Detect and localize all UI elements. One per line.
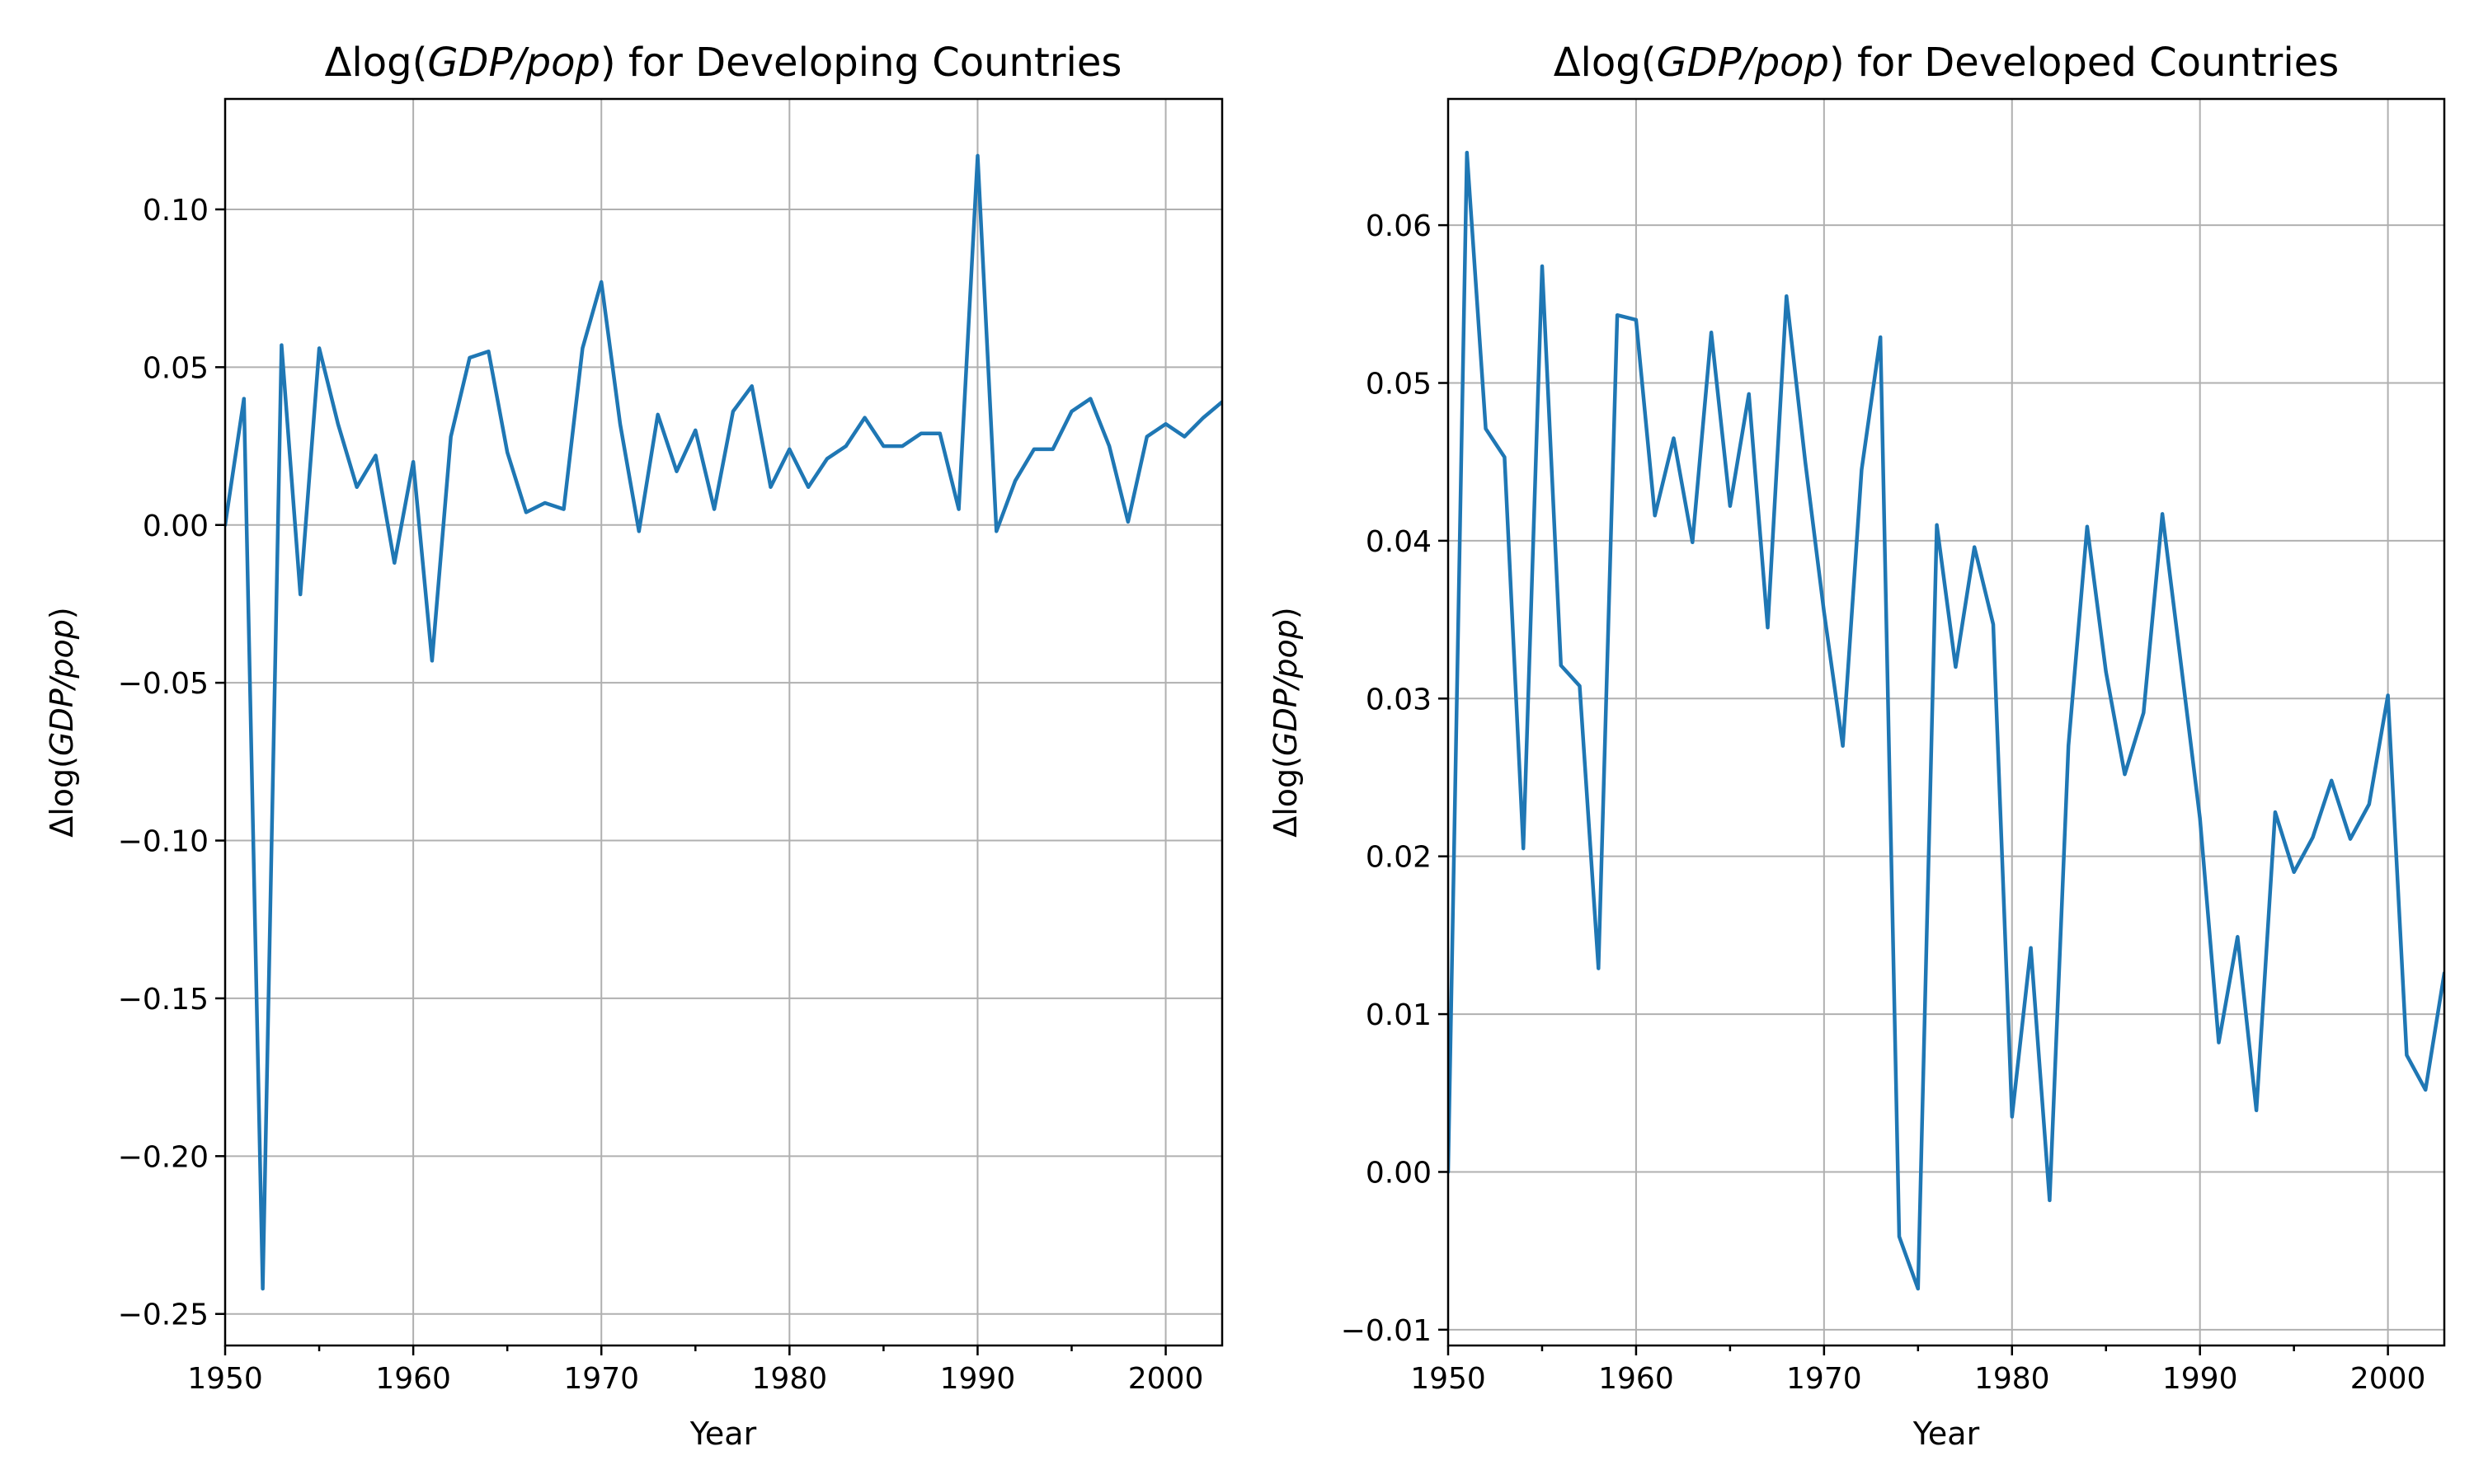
y-tick-label: 0.00 — [1366, 1156, 1432, 1190]
plot-frame — [223, 97, 1224, 1347]
x-axis-label: Year — [689, 1416, 757, 1452]
x-tick-label: 1990 — [2162, 1362, 2238, 1396]
y-tick-label: 0.02 — [1366, 841, 1432, 875]
x-tick-label: 1950 — [187, 1362, 263, 1396]
y-tick-label: 0.10 — [143, 194, 209, 228]
x-tick-label: 2000 — [2350, 1362, 2426, 1396]
y-tick-label: 0.03 — [1366, 683, 1432, 716]
y-tick-label: −0.20 — [118, 1140, 209, 1174]
x-tick-label: 1950 — [1410, 1362, 1486, 1396]
y-tick-label: 0.05 — [1366, 368, 1432, 402]
x-tick-label: 1970 — [1786, 1362, 1862, 1396]
x-tick-label: 1960 — [375, 1362, 451, 1396]
plot-frame — [1446, 97, 2446, 1347]
x-tick-label: 1980 — [752, 1362, 828, 1396]
y-tick-label: −0.25 — [118, 1298, 209, 1332]
grid-lines — [1447, 99, 2444, 1345]
axis-ticks: 1950 1960 1970 1980 1990 2000 −0.25 −0.20 −0.15 −… — [118, 194, 1204, 1396]
x-tick-label: 1970 — [563, 1362, 639, 1396]
y-tick-label: −0.10 — [118, 825, 209, 859]
y-tick-label: 0.00 — [143, 510, 209, 543]
developing-countries-chart: Δlog(GDP/pop) for Developing Countries 1… — [44, 40, 1224, 1452]
y-tick-label: 0.04 — [1366, 525, 1432, 559]
grid-lines — [224, 99, 1222, 1345]
series-line-layer — [225, 153, 1222, 1291]
series-line — [1448, 150, 2444, 1291]
x-tick-label: 1980 — [1974, 1362, 2050, 1396]
y-tick-label: 0.06 — [1366, 209, 1432, 243]
x-axis-label: Year — [1912, 1416, 1980, 1452]
y-tick-label: −0.15 — [118, 983, 209, 1017]
y-tick-label: −0.05 — [118, 667, 209, 701]
y-tick-label: −0.01 — [1341, 1314, 1432, 1348]
y-tick-label: 0.01 — [1366, 998, 1432, 1032]
y-axis-label: Δlog(GDP/pop) — [44, 607, 80, 838]
y-axis-label: Δlog(GDP/pop) — [1268, 607, 1304, 838]
x-tick-label: 2000 — [1128, 1362, 1204, 1396]
chart-title: Δlog(GDP/pop) for Developed Countries — [1554, 40, 2340, 86]
axis-ticks: 1950 1960 1970 1980 1990 2000 −0.01 0.00 0.01 0.0… — [1341, 209, 2426, 1396]
chart-title: Δlog(GDP/pop) for Developing Countries — [325, 40, 1122, 86]
x-tick-label: 1990 — [940, 1362, 1016, 1396]
y-tick-label: 0.05 — [143, 351, 209, 385]
developed-countries-chart: Δlog(GDP/pop) for Developed Countries 19… — [1268, 40, 2446, 1452]
x-tick-label: 1960 — [1598, 1362, 1674, 1396]
series-line — [225, 153, 1222, 1291]
series-line-layer — [1448, 150, 2444, 1291]
